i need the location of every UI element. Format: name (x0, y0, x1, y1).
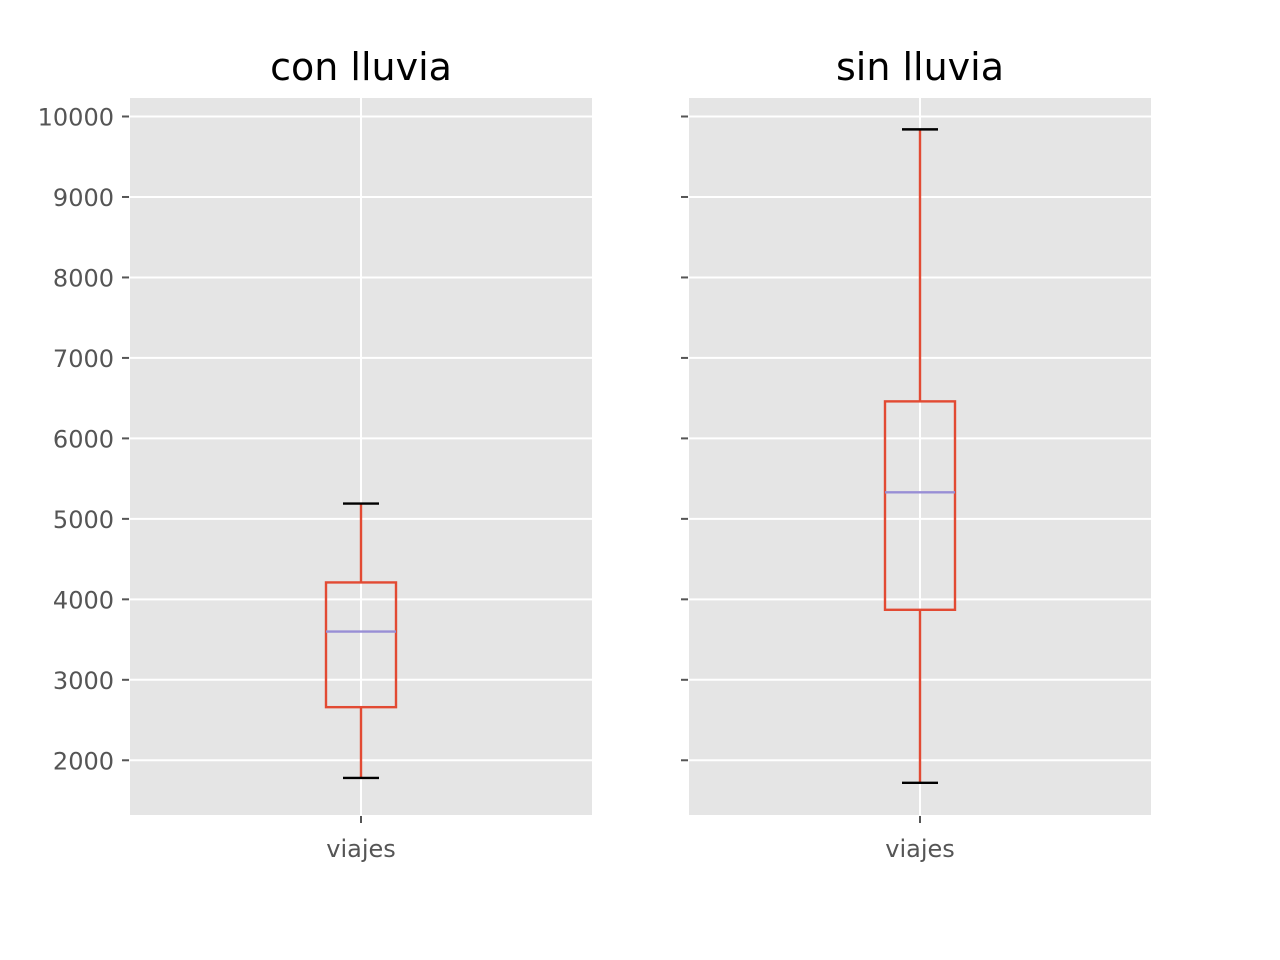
y-tick-label: 10000 (38, 104, 114, 132)
iqr-box (324, 581, 398, 709)
y-tick-label: 4000 (53, 586, 114, 614)
y-tick-label: 7000 (53, 345, 114, 373)
iqr-box (883, 400, 957, 611)
subplot-2: viajes sin lluvia (681, 45, 1151, 863)
y-tick-label: 2000 (53, 747, 114, 775)
x-tick-label: viajes (326, 835, 396, 863)
y-tick-label: 8000 (53, 264, 114, 292)
y-tick-label: 6000 (53, 425, 114, 453)
subplot-1: 2000 3000 4000 5000 6000 7000 8000 9000 10000 via… (38, 45, 592, 863)
y-tick-label: 5000 (53, 506, 114, 534)
x-tick-label: viajes (885, 835, 955, 863)
chart-title: con lluvia (270, 45, 452, 89)
chart-title: sin lluvia (836, 45, 1004, 89)
y-tick-label: 3000 (53, 667, 114, 695)
y-tick-label: 9000 (53, 184, 114, 212)
